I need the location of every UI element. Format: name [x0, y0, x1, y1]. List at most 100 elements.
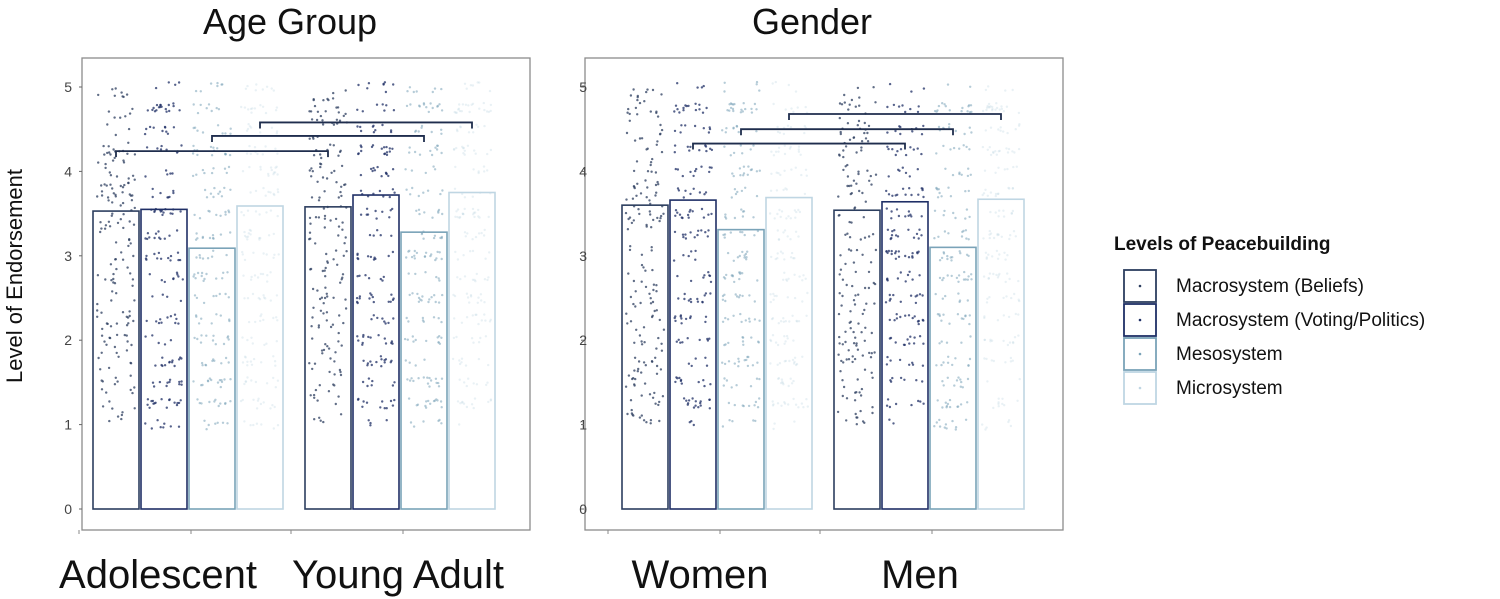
data-point — [250, 111, 253, 114]
data-point — [684, 237, 688, 240]
data-point — [635, 194, 638, 197]
data-point — [359, 189, 363, 192]
data-point — [854, 412, 857, 416]
data-point — [97, 161, 100, 164]
data-point — [156, 147, 159, 150]
data-point — [483, 313, 486, 316]
data-point — [107, 366, 111, 370]
data-point — [742, 210, 746, 213]
data-point — [844, 233, 847, 236]
data-point — [909, 107, 912, 111]
data-point — [327, 347, 331, 350]
data-point — [383, 152, 386, 156]
data-point — [462, 402, 466, 405]
data-point — [776, 402, 780, 405]
data-point — [780, 210, 784, 213]
data-point — [466, 144, 470, 147]
data-point — [690, 250, 693, 253]
data-point — [159, 191, 162, 195]
data-point — [116, 221, 120, 225]
data-point — [988, 146, 991, 149]
data-point — [393, 398, 396, 402]
data-point — [377, 334, 380, 337]
data-point — [994, 171, 997, 174]
data-point — [950, 259, 953, 262]
data-point — [676, 168, 680, 171]
data-point — [629, 399, 633, 402]
data-point — [103, 183, 106, 186]
data-point — [920, 152, 923, 156]
data-point — [988, 229, 991, 233]
data-point — [367, 377, 371, 380]
data-point — [725, 127, 728, 130]
data-point — [100, 388, 104, 391]
data-point — [678, 111, 681, 114]
data-point — [646, 170, 650, 173]
data-point — [272, 232, 275, 236]
data-point — [658, 400, 661, 404]
data-point — [901, 187, 905, 190]
data-point — [329, 357, 332, 360]
data-point — [681, 233, 685, 236]
data-point — [862, 216, 865, 219]
data-point — [261, 88, 264, 91]
data-point — [246, 84, 249, 88]
data-point — [413, 150, 417, 154]
data-point — [255, 422, 259, 425]
data-point — [733, 280, 736, 284]
data-point — [406, 338, 409, 341]
data-point — [984, 129, 987, 132]
data-point — [256, 399, 260, 402]
data-point — [223, 186, 226, 190]
data-point — [384, 90, 388, 94]
data-point — [774, 80, 777, 84]
data-point — [100, 311, 103, 314]
data-point — [673, 230, 677, 234]
data-point — [750, 107, 753, 111]
data-point — [473, 215, 476, 219]
data-point — [146, 237, 149, 241]
plot-frame-age-group — [81, 57, 531, 531]
data-point — [689, 192, 692, 196]
data-point — [918, 274, 921, 277]
data-point — [178, 383, 181, 386]
data-point — [463, 231, 467, 234]
data-point — [886, 105, 889, 109]
data-point — [412, 90, 415, 94]
data-point — [906, 273, 910, 277]
data-point — [750, 336, 753, 339]
data-point — [1011, 88, 1014, 92]
data-point — [772, 427, 775, 431]
data-point — [732, 103, 735, 106]
data-point — [410, 169, 414, 172]
data-point — [657, 183, 660, 186]
data-point — [391, 250, 395, 254]
jitter-points — [143, 81, 184, 430]
data-point — [983, 338, 986, 342]
data-point — [859, 394, 863, 397]
data-point — [744, 186, 747, 189]
data-point — [216, 124, 220, 127]
data-point — [430, 153, 434, 157]
jitter-points — [191, 81, 232, 431]
data-point — [122, 161, 126, 164]
data-point — [655, 191, 658, 194]
data-point — [314, 216, 318, 219]
data-point — [677, 338, 680, 341]
data-point — [949, 148, 952, 151]
data-point — [417, 194, 420, 198]
data-point — [339, 413, 343, 416]
data-point — [408, 379, 412, 382]
data-point — [886, 398, 890, 401]
data-point — [685, 399, 688, 402]
data-point — [431, 106, 434, 110]
data-point — [963, 270, 966, 274]
data-point — [259, 272, 263, 276]
data-point — [214, 422, 217, 425]
data-point — [942, 214, 945, 217]
data-point — [106, 196, 110, 199]
data-point — [416, 292, 419, 296]
data-point — [215, 213, 218, 217]
data-point — [243, 420, 246, 423]
